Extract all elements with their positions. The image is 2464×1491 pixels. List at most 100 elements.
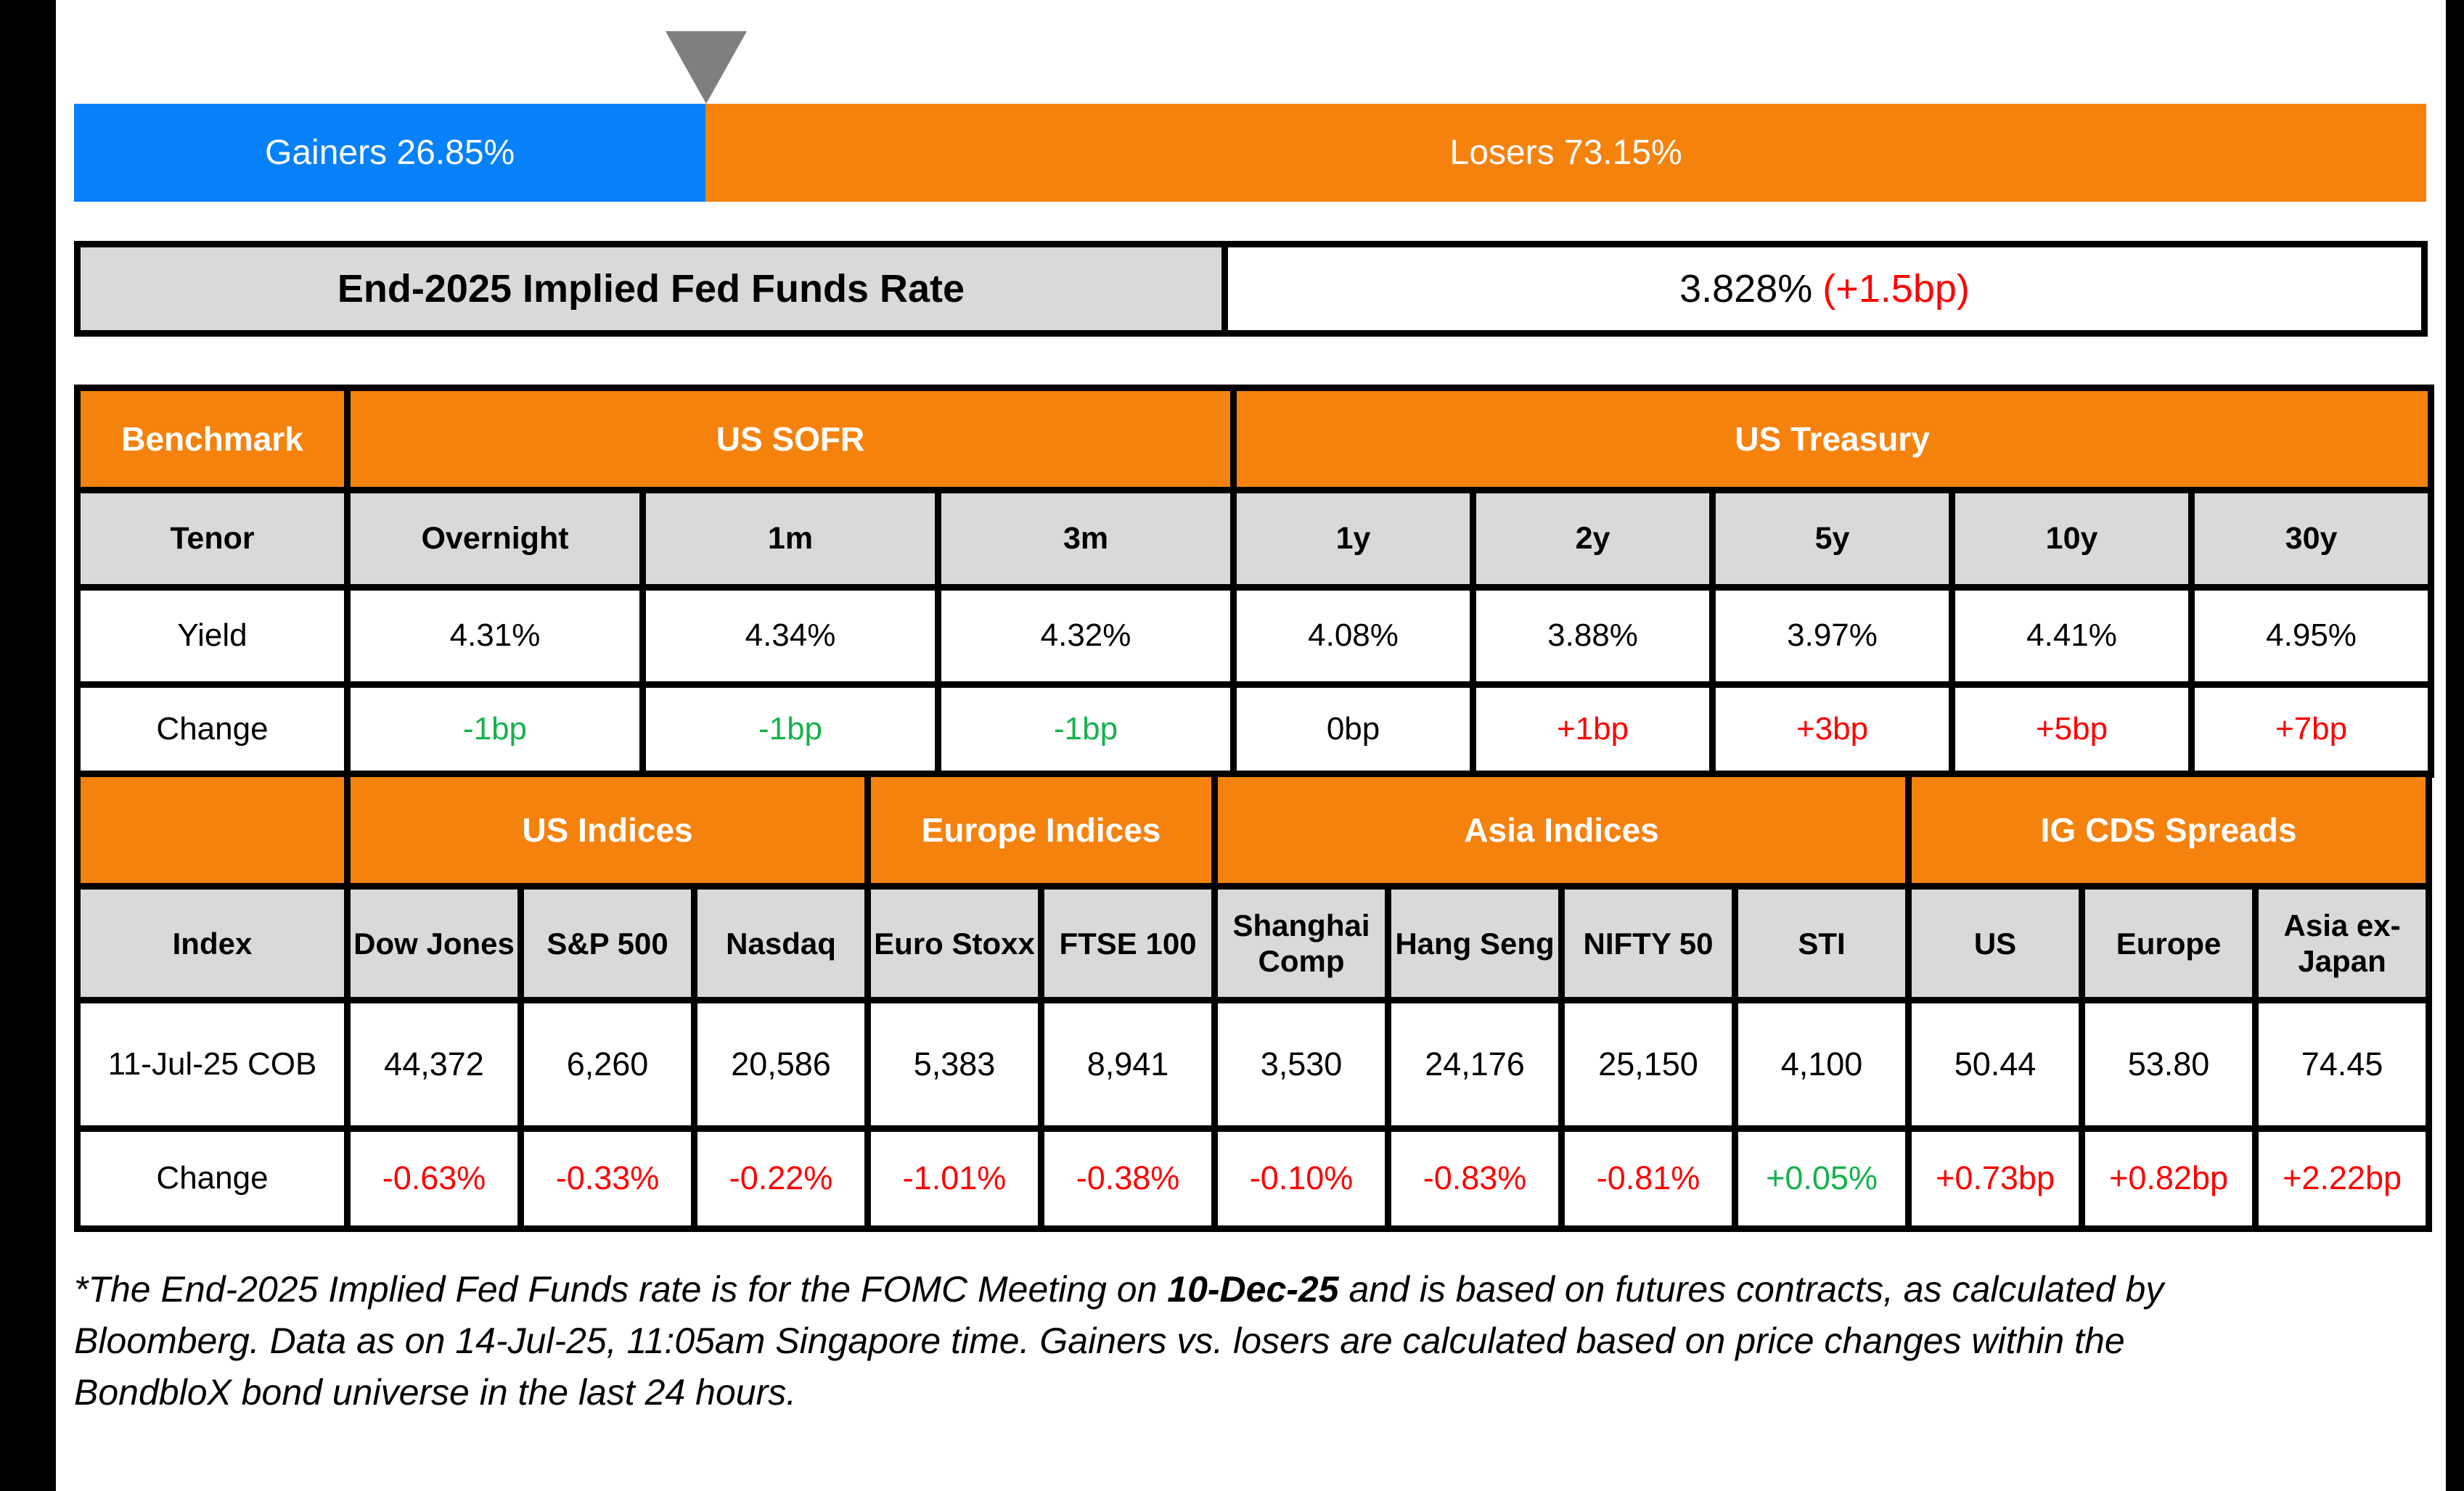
tenor-row-label: Tenor [74, 487, 351, 591]
change-cell: +5bp [1949, 681, 2195, 779]
fed-funds-label: End-2025 Implied Fed Funds Rate [81, 247, 1228, 330]
indices-change-row: Change -0.63% -0.33% -0.22% -1.01% -0.38… [74, 1125, 2433, 1233]
index-value-cell: 3,530 [1211, 997, 1392, 1132]
gainers-segment: Gainers 26.85% [74, 104, 706, 202]
index-name-cell: S&P 500 [517, 883, 697, 1004]
change-cell: -1bp [344, 681, 646, 779]
index-change-cell: +0.82bp [2079, 1125, 2259, 1233]
index-value-cell: 4,100 [1732, 997, 1912, 1132]
group-us-treasury: US Treasury [1230, 384, 2435, 494]
index-change-cell: +0.05% [1732, 1125, 1912, 1233]
yield-cell: 4.41% [1949, 583, 2195, 688]
losers-label: Losers 73.15% [1449, 134, 1682, 172]
tenor-header-row: Tenor Overnight 1m 3m 1y 2y 5y 10y 30y [74, 487, 2435, 591]
change-cell: +3bp [1709, 681, 1956, 779]
change-row-label: Change [74, 681, 351, 779]
index-value-cell: 20,586 [690, 997, 872, 1132]
index-value-cell: 50.44 [1905, 997, 2086, 1132]
index-change-cell: -0.81% [1558, 1125, 1739, 1233]
index-change-cell: -0.63% [344, 1125, 524, 1233]
index-name-cell: US [1905, 883, 2086, 1004]
change-cell: -1bp [639, 681, 941, 779]
index-change-cell: -1.01% [864, 1125, 1045, 1233]
footnote-line1-post: and is based on futures contracts, as ca… [1338, 1269, 2164, 1310]
benchmark-corner-cell: Benchmark [74, 384, 351, 494]
group-us-sofr: US SOFR [343, 384, 1237, 494]
footnote-line3: BondbloX bond universe in the last 24 ho… [74, 1372, 797, 1413]
index-name-cell: Asia ex-Japan [2252, 883, 2433, 1004]
index-value-cell: 44,372 [344, 997, 524, 1132]
yield-row: Yield 4.31% 4.34% 4.32% 4.08% 3.88% 3.97… [74, 583, 2435, 688]
index-value-cell: 24,176 [1385, 997, 1565, 1132]
tenor-cell: 10y [1949, 487, 2195, 591]
benchmark-change-row: Change -1bp -1bp -1bp 0bp +1bp +3bp +5bp… [74, 681, 2435, 779]
index-header-row: Index Dow Jones S&P 500 Nasdaq Euro Stox… [74, 883, 2433, 1004]
footnote-line1-pre: *The End-2025 Implied Fed Funds rate is … [74, 1269, 1168, 1310]
fed-funds-row: End-2025 Implied Fed Funds Rate 3.828% (… [74, 241, 2428, 337]
indices-corner-cell [74, 770, 351, 890]
tenor-cell: 30y [2188, 487, 2435, 591]
index-change-cell: +2.22bp [2252, 1125, 2433, 1233]
yield-row-label: Yield [74, 583, 351, 688]
tenor-cell: 1y [1230, 487, 1477, 591]
tenor-cell: 3m [934, 487, 1237, 591]
yield-cell: 4.34% [639, 583, 941, 688]
losers-segment: Losers 73.15% [705, 104, 2426, 202]
fed-funds-value: 3.828% (+1.5bp) [1228, 247, 2421, 330]
fed-funds-change: (+1.5bp) [1822, 267, 1970, 311]
group-asia-indices: Asia Indices [1211, 770, 1912, 890]
tenor-cell: 1m [639, 487, 941, 591]
group-ig-cds-spreads: IG CDS Spreads [1905, 770, 2433, 890]
index-name-cell: Europe [2079, 883, 2259, 1004]
tenor-cell: 2y [1470, 487, 1716, 591]
footnote: *The End-2025 Implied Fed Funds rate is … [74, 1264, 2433, 1418]
index-value-cell: 74.45 [2252, 997, 2433, 1132]
left-black-strip [0, 0, 56, 1491]
yield-cell: 4.08% [1230, 583, 1477, 688]
index-name-cell: Nasdaq [690, 883, 872, 1004]
benchmark-group-header-row: Benchmark US SOFR US Treasury [74, 384, 2435, 494]
group-europe-indices: Europe Indices [864, 770, 1219, 890]
indices-group-header-row: US Indices Europe Indices Asia Indices I… [74, 770, 2433, 890]
tenor-cell: Overnight [344, 487, 646, 591]
index-row-label: Index [74, 883, 351, 1004]
index-name-cell: STI [1732, 883, 1912, 1004]
cob-values-row: 11-Jul-25 COB 44,372 6,260 20,586 5,383 … [74, 997, 2433, 1132]
yield-cell: 3.88% [1470, 583, 1716, 688]
change-row-label: Change [74, 1125, 351, 1233]
index-value-cell: 8,941 [1038, 997, 1219, 1132]
index-value-cell: 5,383 [864, 997, 1045, 1132]
right-black-strip [2446, 0, 2464, 1491]
footnote-line2: Bloomberg. Data as on 14-Jul-25, 11:05am… [74, 1320, 2125, 1361]
change-cell: -1bp [934, 681, 1237, 779]
indices-table: US Indices Europe Indices Asia Indices I… [74, 770, 2433, 1233]
footnote-fomc-date: 10-Dec-25 [1167, 1269, 1339, 1310]
gainers-losers-divider-marker-icon [666, 31, 747, 104]
index-name-cell: FTSE 100 [1038, 883, 1219, 1004]
fed-funds-rate: 3.828% [1679, 267, 1813, 311]
gainers-label: Gainers 26.85% [265, 134, 515, 172]
index-change-cell: +0.73bp [1905, 1125, 2086, 1233]
gainers-losers-bar: Gainers 26.85% Losers 73.15% [74, 104, 2426, 202]
change-cell: 0bp [1230, 681, 1477, 779]
index-name-cell: Shanghai Comp [1211, 883, 1392, 1004]
index-change-cell: -0.10% [1211, 1125, 1392, 1233]
index-name-cell: Euro Stoxx [864, 883, 1045, 1004]
group-us-indices: US Indices [343, 770, 872, 890]
index-value-cell: 53.80 [2079, 997, 2259, 1132]
change-cell: +7bp [2188, 681, 2435, 779]
index-change-cell: -0.33% [517, 1125, 697, 1233]
cob-row-label: 11-Jul-25 COB [74, 997, 351, 1132]
index-name-cell: Dow Jones [344, 883, 524, 1004]
tenor-cell: 5y [1709, 487, 1956, 591]
index-name-cell: NIFTY 50 [1558, 883, 1739, 1004]
benchmark-table: Benchmark US SOFR US Treasury Tenor Over… [74, 384, 2435, 779]
index-name-cell: Hang Seng [1385, 883, 1565, 1004]
index-change-cell: -0.38% [1038, 1125, 1219, 1233]
change-cell: +1bp [1470, 681, 1716, 779]
yield-cell: 4.32% [934, 583, 1237, 688]
index-change-cell: -0.22% [690, 1125, 872, 1233]
yield-cell: 3.97% [1709, 583, 1956, 688]
yield-cell: 4.31% [344, 583, 646, 688]
yield-cell: 4.95% [2188, 583, 2435, 688]
